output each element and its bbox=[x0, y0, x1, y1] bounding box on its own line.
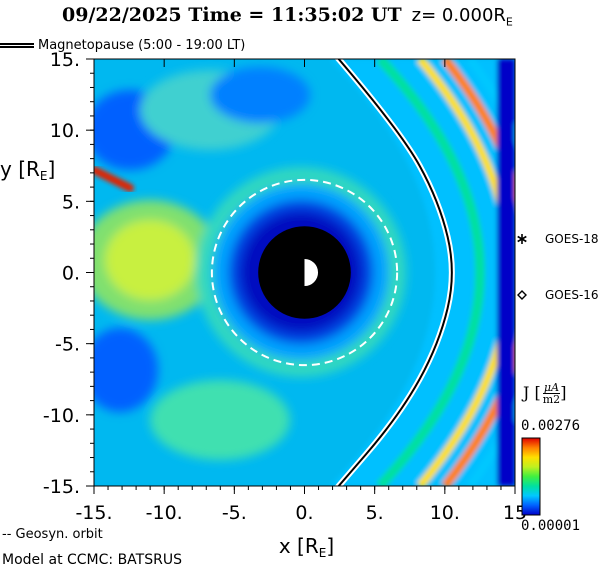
y-tick-label: -5. bbox=[55, 334, 80, 356]
axes: -15. -10. -5. 0. 5. 10. 15 15. 10. 5. 0. -5. -10. -15… bbox=[0, 49, 527, 560]
y-tick-label: 10. bbox=[50, 120, 80, 142]
magnetosheath-bands bbox=[330, 59, 515, 486]
y-axis-title-sub: E bbox=[40, 169, 48, 183]
tail-current-streak bbox=[94, 166, 134, 192]
x-axis-title-sub: E bbox=[319, 546, 327, 560]
y-tick-label: 15. bbox=[50, 49, 80, 71]
z-position: z= 0.000RE bbox=[411, 5, 513, 29]
magnetopause-line bbox=[337, 59, 453, 486]
satellite-label-goes-18: GOES-18 bbox=[545, 232, 599, 246]
colorbar-min-label: 0.00001 bbox=[521, 518, 581, 534]
x-tick-label: 5. bbox=[366, 502, 384, 524]
asterisk-marker-icon bbox=[517, 234, 527, 244]
earth-symbol bbox=[289, 257, 320, 288]
model-credit: Model at CCMC: BATSRUS bbox=[2, 552, 182, 568]
y-axis-title-close: ] bbox=[48, 157, 56, 181]
colorbar bbox=[521, 437, 541, 516]
geosyn-orbit-legend: -- Geosyn. orbit bbox=[2, 527, 103, 542]
current-density-heatmap bbox=[94, 59, 515, 486]
diamond-marker-icon bbox=[517, 290, 527, 300]
x-axis-title-close: ] bbox=[326, 534, 334, 558]
x-tick-label: -5. bbox=[222, 502, 247, 524]
y-tick-label: -15. bbox=[43, 476, 80, 498]
magnetopause-legend: Magnetopause (5:00 - 19:00 LT) bbox=[0, 38, 245, 53]
magnetopause-legend-label: Magnetopause (5:00 - 19:00 LT) bbox=[38, 38, 246, 53]
satellite-label-goes-16: GOES-16 bbox=[545, 288, 599, 302]
x-axis-title: x [RE] bbox=[279, 534, 334, 560]
colorbar-max-label: 0.00276 bbox=[521, 418, 581, 434]
magnetopause-line-swatch bbox=[0, 43, 34, 48]
y-tick-label: -10. bbox=[43, 405, 80, 427]
x-tick-label: 15 bbox=[503, 502, 527, 524]
x-tick-label: 0. bbox=[295, 502, 313, 524]
page-title: 09/22/2025 Time = 11:35:02 UT z= 0.000RE bbox=[62, 4, 513, 29]
y-tick-label: 5. bbox=[62, 191, 80, 213]
asterisk-stroke bbox=[517, 235, 527, 243]
x-tick-label: -10. bbox=[146, 502, 183, 524]
geosynchronous-orbit bbox=[210, 178, 399, 367]
timestamp: 09/22/2025 Time = 11:35:02 UT bbox=[62, 4, 402, 26]
x-tick-label: 10. bbox=[430, 502, 460, 524]
satellite-legend: GOES-18 GOES-16 bbox=[517, 232, 599, 302]
x-tick-label: -15. bbox=[75, 502, 112, 524]
colorbar-title: J [μA m2] bbox=[523, 381, 567, 406]
y-axis-title: y [RE] bbox=[0, 157, 55, 183]
y-tick-label: 0. bbox=[62, 263, 80, 285]
